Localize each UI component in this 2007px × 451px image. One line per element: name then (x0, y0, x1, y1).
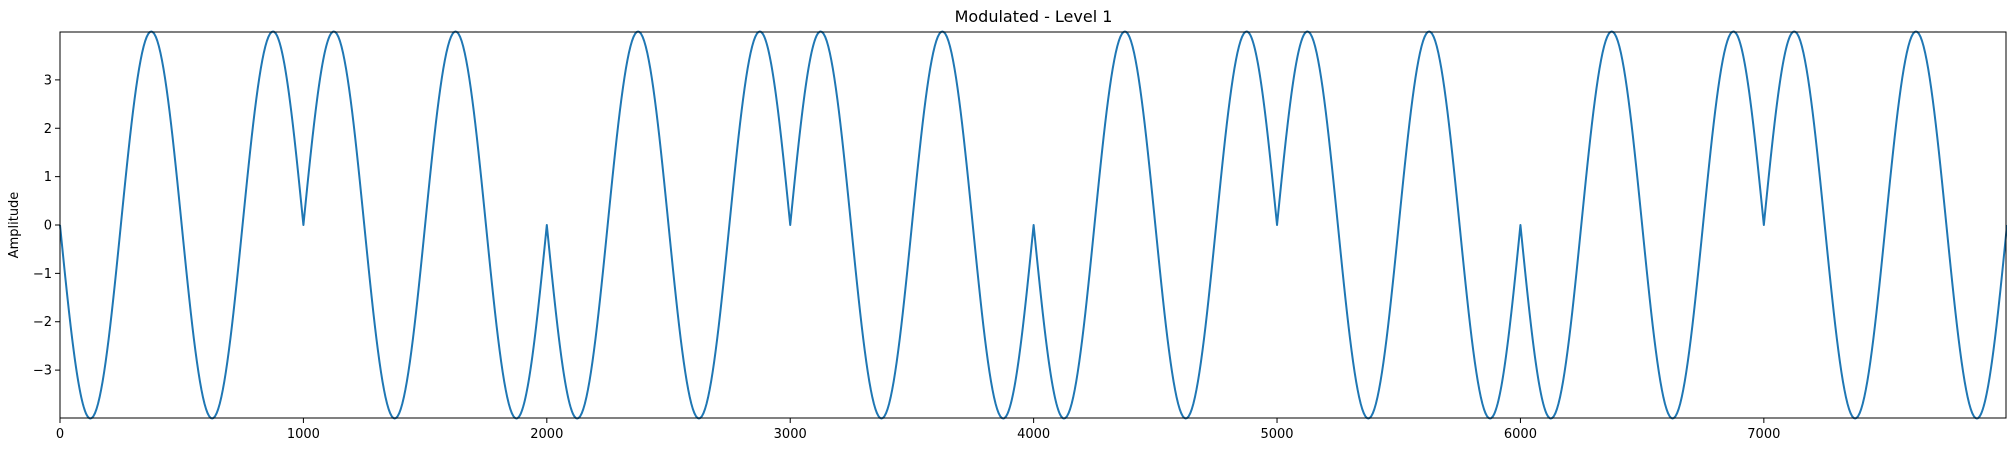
x-tick-label: 1000 (287, 427, 320, 442)
y-tick-label: 2 (44, 122, 52, 137)
y-tick-label: −2 (33, 315, 52, 330)
x-tick-label: 3000 (774, 427, 807, 442)
plot-area (59, 30, 2007, 420)
series-line (59, 30, 2007, 420)
x-tick-label: 5000 (1260, 427, 1293, 442)
axes-frame (59, 31, 2007, 419)
y-tick-label: −1 (33, 267, 52, 282)
x-tick-label: 0 (56, 427, 64, 442)
x-tick-label: 4000 (1017, 427, 1050, 442)
y-tick-label: −3 (33, 364, 52, 379)
chart-title: Modulated - Level 1 (955, 7, 1113, 26)
y-tick-label: 3 (44, 73, 52, 88)
x-tick-label: 2000 (530, 427, 563, 442)
y-tick-label: 0 (44, 219, 52, 234)
x-axis: 0 1000 2000 3000 4000 5000 6000 7000 (56, 418, 1780, 442)
x-tick-label: 6000 (1504, 427, 1537, 442)
x-tick-label: 7000 (1747, 427, 1780, 442)
y-tick-label: 1 (44, 170, 52, 185)
y-axis: −3 −2 −1 0 1 2 3 (33, 73, 60, 379)
y-axis-label: Amplitude (7, 192, 22, 259)
